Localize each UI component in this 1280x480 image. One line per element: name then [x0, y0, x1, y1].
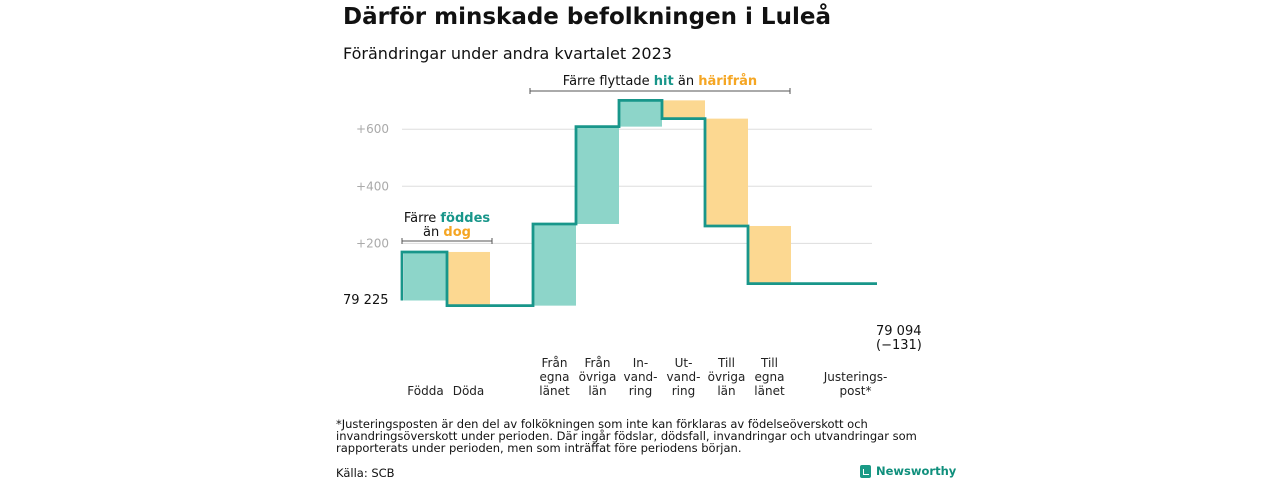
- y-tick-label: +200: [356, 236, 389, 250]
- category-label: ring: [672, 384, 696, 398]
- waterfall-bar: [533, 223, 576, 306]
- newsworthy-icon: [860, 464, 871, 478]
- category-label: Från: [542, 356, 568, 370]
- category-label: länet: [539, 384, 570, 398]
- category-label: ring: [629, 384, 653, 398]
- annotation-moves: Färre flyttade hit än härifrån: [563, 74, 757, 89]
- category-label: Födda: [407, 384, 443, 398]
- waterfall-bar: [705, 118, 748, 226]
- category-label: övriga: [579, 370, 617, 384]
- y-tick-label: +600: [356, 122, 389, 136]
- annotation-births-line1: Färre föddes: [404, 211, 491, 226]
- annotation-births-line2: än dog: [423, 225, 471, 240]
- category-label: övriga: [708, 370, 746, 384]
- chart-title: Därför minskade befolkningen i Luleå: [343, 4, 831, 30]
- waterfall-bar: [404, 251, 447, 301]
- category-label: Till: [717, 356, 735, 370]
- category-label: Till: [760, 356, 778, 370]
- waterfall-bar: [576, 126, 619, 224]
- category-label: egna: [540, 370, 570, 384]
- brand-logo: Newsworthy: [860, 464, 956, 478]
- end-value-label: 79 094: [876, 324, 922, 339]
- waterfall-bar: [447, 251, 490, 306]
- category-label: Ut-: [675, 356, 693, 370]
- category-label: egna: [755, 370, 785, 384]
- category-label: länet: [754, 384, 785, 398]
- waterfall-bar: [662, 100, 705, 119]
- waterfall-bar: [619, 100, 662, 127]
- category-label: Justerings-: [823, 370, 888, 384]
- category-label: vand-: [666, 370, 700, 384]
- start-value-label: 79 225: [343, 293, 389, 308]
- waterfall-bar: [748, 225, 791, 284]
- cumulative-step-line: [400, 98, 877, 308]
- end-value-label: (−131): [876, 338, 922, 353]
- category-label: Från: [585, 356, 611, 370]
- category-label: län: [717, 384, 735, 398]
- y-tick-label: +400: [356, 179, 389, 193]
- category-label: vand-: [623, 370, 657, 384]
- category-label: län: [588, 384, 606, 398]
- category-label: Döda: [453, 384, 485, 398]
- brand-name: Newsworthy: [876, 464, 957, 478]
- chart-subtitle: Förändringar under andra kvartalet 2023: [343, 44, 672, 63]
- footnote: *Justeringsposten är den del av folkökni…: [336, 417, 917, 455]
- category-label: post*: [840, 384, 872, 398]
- source-label: Källa: SCB: [336, 466, 395, 480]
- category-label: In-: [633, 356, 648, 370]
